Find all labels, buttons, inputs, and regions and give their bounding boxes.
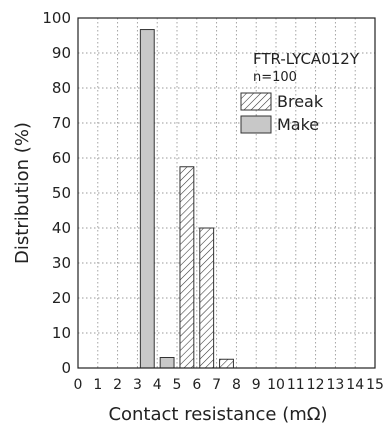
x-tick-label: 3	[133, 377, 142, 393]
x-tick-label: 7	[212, 377, 221, 393]
y-tick-label: 10	[52, 324, 71, 342]
legend-swatch-make	[240, 115, 272, 134]
x-tick-label: 12	[307, 377, 325, 393]
y-axis-label: Distribution (%)	[12, 122, 33, 264]
x-tick-label: 10	[267, 377, 285, 393]
x-tick-label: 8	[232, 377, 241, 393]
y-tick-label: 90	[52, 44, 71, 62]
x-tick-label: 2	[113, 377, 122, 393]
y-tick-label: 60	[52, 149, 71, 167]
x-tick-label: 6	[192, 377, 201, 393]
model-label: FTR-LYCA012Y	[253, 50, 360, 68]
y-tick-labels: 0 10 20 30 40 50 60 70 80 90 100	[42, 9, 71, 377]
legend: Break Make	[240, 92, 324, 134]
y-tick-label: 50	[52, 184, 71, 202]
y-tick-label: 80	[52, 79, 71, 97]
x-tick-labels: 0 1 2 3 4 5 6 7 8 9 10 11 12 13 14 15	[74, 377, 384, 393]
x-tick-label: 0	[74, 377, 83, 393]
bar-make-4-5	[159, 357, 175, 369]
legend-swatch-break	[240, 92, 272, 111]
grid-lines	[78, 18, 375, 368]
bars	[139, 29, 234, 369]
x-tick-label: 13	[326, 377, 344, 393]
y-tick-label: 40	[52, 219, 71, 237]
x-tick-label: 1	[93, 377, 102, 393]
y-tick-label: 20	[52, 289, 71, 307]
bar-break-7-8	[219, 358, 234, 369]
x-axis-label: Contact resistance (mΩ)	[108, 404, 327, 425]
sample-size-label: n=100	[253, 70, 297, 85]
bar-break-5-6	[179, 166, 195, 369]
legend-label-make: Make	[277, 115, 319, 134]
y-tick-label: 30	[52, 254, 71, 272]
x-tick-label: 9	[252, 377, 261, 393]
plot-frame	[77, 17, 376, 369]
x-tick-label: 4	[153, 377, 162, 393]
bar-break-6-7	[199, 227, 215, 369]
bar-make-3-4	[139, 29, 155, 369]
x-tick-label: 15	[366, 377, 384, 393]
x-tick-label: 11	[287, 377, 305, 393]
legend-label-break: Break	[277, 92, 324, 111]
y-tick-label: 70	[52, 114, 71, 132]
x-tick-label: 5	[173, 377, 182, 393]
y-tick-label: 100	[42, 9, 71, 27]
y-tick-label: 0	[61, 359, 71, 377]
x-tick-label: 14	[346, 377, 364, 393]
